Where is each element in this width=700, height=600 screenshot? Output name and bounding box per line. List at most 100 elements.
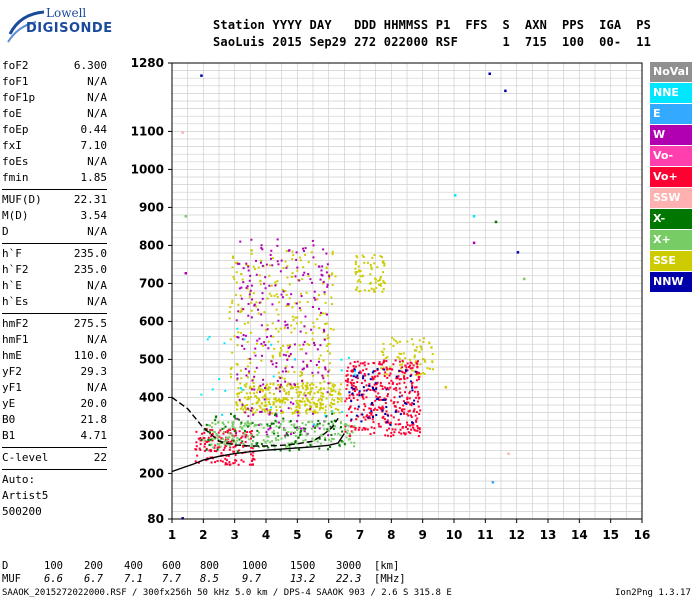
echo-point-sse [373, 262, 376, 265]
echo-point-vo [400, 408, 403, 411]
param-name: h`F2 [2, 263, 29, 276]
echo-point-vo [381, 405, 384, 408]
echo-point-sse [356, 286, 359, 289]
echo-point-vo [350, 411, 353, 414]
param-value: 6.300 [73, 59, 107, 72]
echo-point-x [211, 437, 214, 440]
echo-point-vo [382, 368, 385, 371]
echo-point-nnw [398, 395, 401, 398]
echo-point-x [327, 448, 330, 451]
echo-point-vo [344, 400, 347, 403]
echo-point-sse [331, 284, 334, 287]
echo-point-vo [401, 366, 404, 369]
echo-point-x [305, 434, 308, 437]
echo-point-x [250, 444, 253, 447]
echo-point-vo [376, 381, 379, 384]
echo-point-sse [318, 357, 321, 360]
echo-point-sse [378, 283, 381, 286]
echo-point-vo [373, 431, 376, 434]
echo-point-vo [403, 371, 406, 374]
echo-point-w [264, 386, 267, 389]
echo-point-sse [281, 411, 284, 414]
echo-point-sse [242, 411, 245, 414]
legend-item-nne: NNE [650, 83, 692, 103]
logo-swoosh-icon [7, 10, 45, 43]
echo-point-sse [274, 327, 277, 330]
echo-point-sse [358, 270, 361, 273]
param-value: N/A [87, 295, 107, 308]
echo-point-sse [240, 377, 243, 380]
echo-point-vo [250, 446, 253, 449]
echo-point-sse [322, 331, 325, 334]
echo-point-w [288, 345, 291, 348]
echo-point-w [290, 293, 293, 296]
echo-point-w [317, 371, 320, 374]
echo-point-x [219, 445, 222, 448]
chart-grid [171, 62, 643, 520]
echo-point-x [256, 429, 259, 432]
echo-point-w [295, 426, 298, 429]
echo-point-vo [366, 428, 369, 431]
echo-point-vo [403, 408, 406, 411]
echo-point-sse [376, 266, 379, 269]
echo-point-sse [383, 348, 386, 351]
echo-point-sse [285, 392, 288, 395]
echo-point-w [247, 265, 250, 268]
echo-point-sse [272, 402, 275, 405]
echo-point-sse [239, 369, 242, 372]
echo-point-x [320, 434, 323, 437]
echo-point-w [292, 431, 295, 434]
param-row: fmin 1.85 [2, 170, 107, 186]
echo-point-w [279, 377, 282, 380]
echo-point-sse [298, 390, 301, 393]
echo-point-sse [294, 385, 297, 388]
echo-point-sse [295, 322, 298, 325]
x-tick-label: 2 [199, 528, 207, 542]
echo-point-sse [246, 287, 249, 290]
echo-point-sse [291, 276, 294, 279]
echo-point-sse [245, 382, 248, 385]
echo-point-sse [413, 370, 416, 373]
echo-point-sse [320, 406, 323, 409]
echo-point-w [278, 390, 281, 393]
echo-point-sse [338, 398, 341, 401]
echo-point-w [269, 335, 272, 338]
echo-point-x [294, 434, 297, 437]
echo-point-vo [354, 365, 357, 368]
echo-point-sse [420, 348, 423, 351]
echo-point-sse [239, 382, 242, 385]
echo-point-w [306, 364, 309, 367]
footer-file-info: SAAOK_2015272022000.RSF / 300fx256h 50 k… [2, 588, 452, 598]
echo-point-w [236, 377, 239, 380]
echo-point-x [289, 420, 292, 423]
echo-point-w [240, 297, 243, 300]
echo-point-sse [269, 382, 272, 385]
echo-point-sse [267, 400, 270, 403]
echo-point-vo [398, 431, 401, 434]
echo-point-w [321, 265, 324, 268]
echo-point-x [279, 425, 282, 428]
param-value: N/A [87, 91, 107, 104]
echo-point-x [282, 417, 285, 420]
echo-point-vo [374, 407, 377, 410]
echo-point-sse [398, 340, 401, 343]
echo-point-sse [309, 401, 312, 404]
echo-point-vo [410, 362, 413, 365]
echo-point-vo [414, 414, 417, 417]
echo-point-sse [329, 327, 332, 330]
echo-point-sse [309, 393, 312, 396]
echo-point-sse [268, 391, 271, 394]
echo-point-vo [418, 431, 421, 434]
echo-point-x [331, 437, 334, 440]
echo-point-vo [394, 405, 397, 408]
echo-point-vo [238, 449, 241, 452]
echo-point-vo [364, 418, 367, 421]
echo-point-vo [213, 446, 216, 449]
echo-point-w [255, 366, 258, 369]
echo-point-sse [257, 386, 260, 389]
echo-point-nnw [353, 368, 356, 371]
echo-point-vo [203, 431, 206, 434]
echo-point-w [288, 249, 291, 252]
echo-point-x [247, 438, 250, 441]
echo-point-sse [304, 253, 307, 256]
